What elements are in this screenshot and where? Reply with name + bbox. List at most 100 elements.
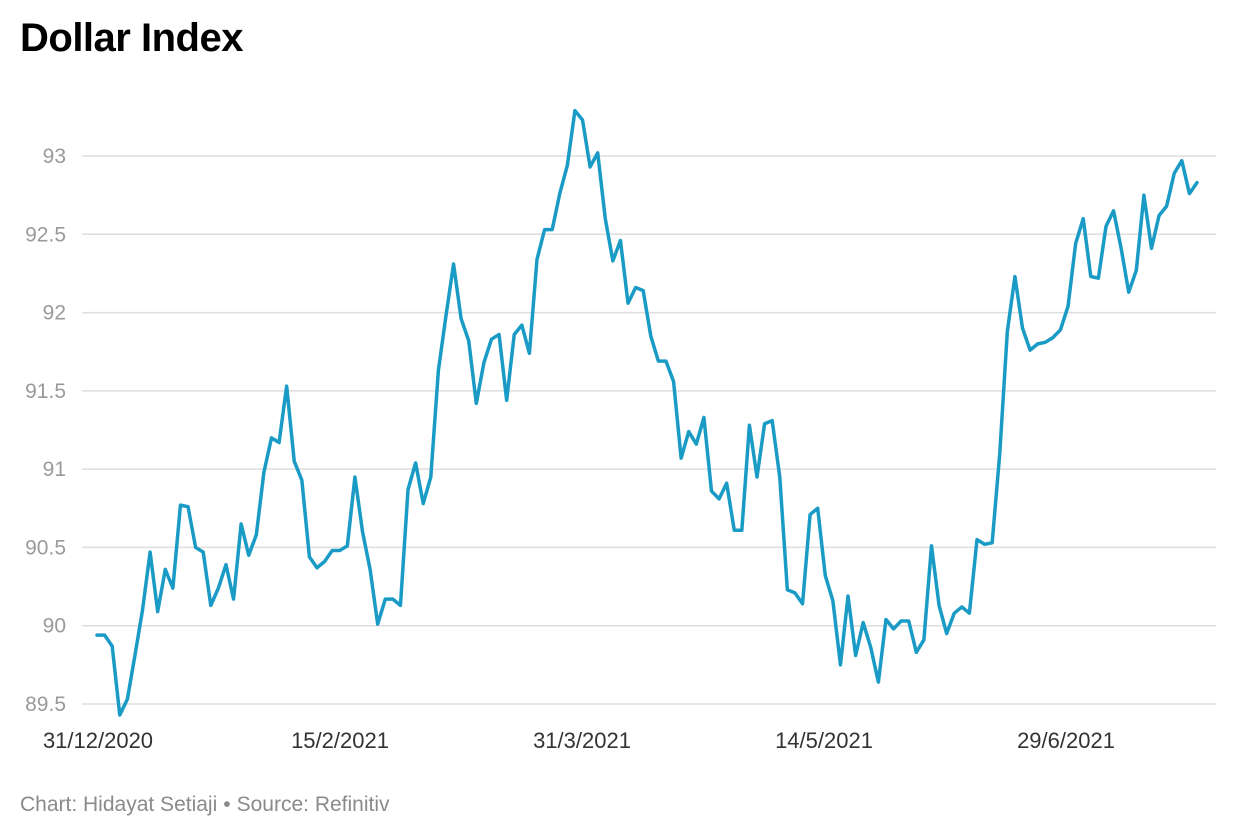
data-point	[975, 538, 979, 542]
data-point	[581, 118, 585, 122]
data-point	[224, 563, 228, 567]
data-point	[785, 588, 789, 592]
data-point	[300, 478, 304, 482]
chart-footer: Chart: Hidayat Setiaji • Source: Refinitiv	[20, 793, 390, 817]
data-point	[922, 638, 926, 642]
data-point	[702, 415, 706, 419]
data-point	[1112, 209, 1116, 213]
data-point	[414, 461, 418, 465]
data-point	[1089, 275, 1093, 279]
data-point	[1074, 242, 1078, 246]
data-point	[611, 259, 615, 263]
data-point	[725, 481, 729, 485]
data-point	[512, 332, 516, 336]
data-point	[467, 339, 471, 343]
x-tick-label: 14/5/2021	[775, 728, 873, 753]
data-point	[884, 617, 888, 621]
data-point	[148, 550, 152, 554]
data-point	[1195, 181, 1199, 185]
data-point	[186, 505, 190, 509]
chart-source: Source: Refinitiv	[236, 793, 390, 816]
data-point	[998, 451, 1002, 455]
line-chart: 89.5 90 90.5 91 91.5 92 92.5 93 31/12/2020 15/2/…	[25, 108, 1216, 753]
data-point	[967, 611, 971, 615]
data-point	[330, 549, 334, 553]
data-point	[664, 359, 668, 363]
data-point	[990, 541, 994, 545]
data-point	[247, 553, 251, 557]
data-point	[497, 332, 501, 336]
data-point	[1013, 275, 1017, 279]
data-point	[201, 550, 205, 554]
series-layer	[95, 108, 1199, 717]
x-tick-label: 31/3/2021	[533, 728, 631, 753]
x-axis-ticks: 31/12/2020 15/2/2021 31/3/2021 14/5/2021 29/…	[43, 728, 1115, 753]
data-point	[194, 545, 198, 549]
data-point	[1127, 290, 1131, 294]
data-point	[588, 165, 592, 169]
data-point	[914, 650, 918, 654]
data-point	[740, 528, 744, 532]
data-point	[118, 713, 122, 717]
data-point	[626, 301, 630, 305]
data-point	[573, 109, 577, 113]
data-point	[285, 384, 289, 388]
data-point	[808, 513, 812, 517]
data-point	[459, 317, 463, 321]
data-point	[1172, 171, 1176, 175]
data-point	[550, 228, 554, 232]
y-tick-label: 93	[43, 145, 66, 168]
data-point	[823, 574, 827, 578]
data-point	[110, 644, 114, 648]
data-point	[239, 522, 243, 526]
data-point	[232, 597, 236, 601]
data-point	[1104, 224, 1108, 228]
data-point	[687, 430, 691, 434]
data-point	[178, 503, 182, 507]
data-point	[1134, 268, 1138, 272]
data-point	[899, 619, 903, 623]
data-point	[505, 398, 509, 402]
data-point	[1021, 326, 1025, 330]
data-point	[436, 369, 440, 373]
data-point	[747, 423, 751, 427]
data-point	[345, 544, 349, 548]
chart-credit: Chart: Hidayat Setiaji	[20, 793, 218, 816]
data-point	[1119, 246, 1123, 250]
data-point	[656, 359, 660, 363]
data-point	[376, 622, 380, 626]
x-tick-label: 31/12/2020	[43, 728, 153, 753]
data-point	[1149, 246, 1153, 250]
series-line	[95, 108, 1199, 717]
data-point	[141, 608, 145, 612]
data-point	[649, 334, 653, 338]
data-point	[489, 337, 493, 341]
y-tick-label: 90	[43, 615, 66, 638]
data-point	[307, 555, 311, 559]
data-point	[429, 475, 433, 479]
data-point	[163, 567, 167, 571]
data-point	[945, 632, 949, 636]
y-tick-label: 91	[43, 458, 66, 481]
data-point	[983, 542, 987, 546]
y-tick-label: 89.5	[25, 693, 66, 716]
data-point	[383, 597, 387, 601]
data-point	[672, 379, 676, 383]
data-point	[368, 567, 372, 571]
data-point	[929, 544, 933, 548]
data-point	[535, 257, 539, 261]
y-axis-ticks: 89.5 90 90.5 91 91.5 92 92.5 93	[25, 145, 66, 716]
data-point	[125, 697, 129, 701]
footer-separator: •	[223, 793, 231, 816]
data-point	[937, 603, 941, 607]
data-point	[323, 560, 327, 564]
gridlines	[82, 155, 1216, 705]
data-point	[156, 610, 160, 614]
data-point	[603, 217, 607, 221]
data-point	[732, 528, 736, 532]
data-point	[1157, 214, 1161, 218]
data-point	[679, 456, 683, 460]
data-point	[876, 680, 880, 684]
data-point	[95, 633, 99, 637]
data-point	[398, 603, 402, 607]
